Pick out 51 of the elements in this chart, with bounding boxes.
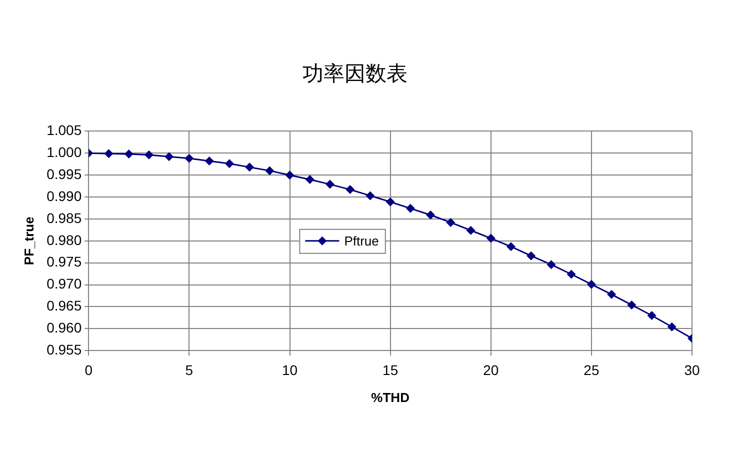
- x-tick-label: 20: [483, 362, 499, 378]
- point: [204, 156, 214, 166]
- point: [667, 322, 676, 332]
- x-tick-label: 15: [382, 362, 398, 378]
- legend-label: Pftrue: [344, 233, 379, 248]
- point: [144, 150, 154, 160]
- point: [647, 310, 656, 320]
- point: [346, 185, 355, 194]
- y-axis-title: PF_true: [21, 216, 36, 266]
- y-tick-label: 0.955: [46, 341, 82, 358]
- point: [406, 204, 415, 213]
- point: [446, 218, 456, 227]
- point: [486, 234, 496, 243]
- point: [386, 197, 395, 206]
- x-tick-label: 10: [282, 362, 298, 378]
- point: [506, 242, 516, 252]
- point: [224, 159, 234, 168]
- point: [164, 152, 174, 162]
- point: [265, 166, 274, 176]
- x-tick-label: 30: [684, 362, 700, 378]
- chart-title: 功率因数表: [302, 62, 408, 86]
- point: [607, 290, 616, 299]
- y-tick-label: 0.990: [46, 188, 82, 204]
- point: [546, 260, 556, 270]
- point: [285, 170, 294, 180]
- y-tick-label: 0.970: [46, 276, 82, 292]
- y-tick-label: 0.995: [46, 166, 82, 182]
- y-tick-label: 0.965: [46, 298, 82, 314]
- x-tick-label: 25: [584, 362, 600, 378]
- point: [366, 191, 375, 200]
- point: [627, 300, 636, 310]
- point: [305, 174, 314, 184]
- y-tick-label: 0.960: [46, 320, 82, 336]
- point: [466, 226, 476, 235]
- point: [586, 280, 596, 289]
- point: [325, 180, 334, 189]
- x-tick-label: 5: [185, 362, 194, 378]
- x-axis-title: %THD: [371, 390, 410, 405]
- point: [566, 270, 576, 279]
- y-tick-label: 0.980: [46, 232, 82, 248]
- point: [426, 210, 436, 220]
- y-tick-label: 1.005: [46, 122, 82, 138]
- y-tick-label: 0.975: [46, 254, 82, 270]
- x-tick-label: 0: [84, 362, 93, 378]
- point: [124, 150, 134, 159]
- y-tick-label: 0.985: [46, 210, 82, 226]
- point: [526, 251, 536, 260]
- point: [184, 154, 194, 163]
- point: [245, 162, 254, 172]
- point: [104, 149, 114, 158]
- y-tick-label: 1.000: [46, 144, 82, 160]
